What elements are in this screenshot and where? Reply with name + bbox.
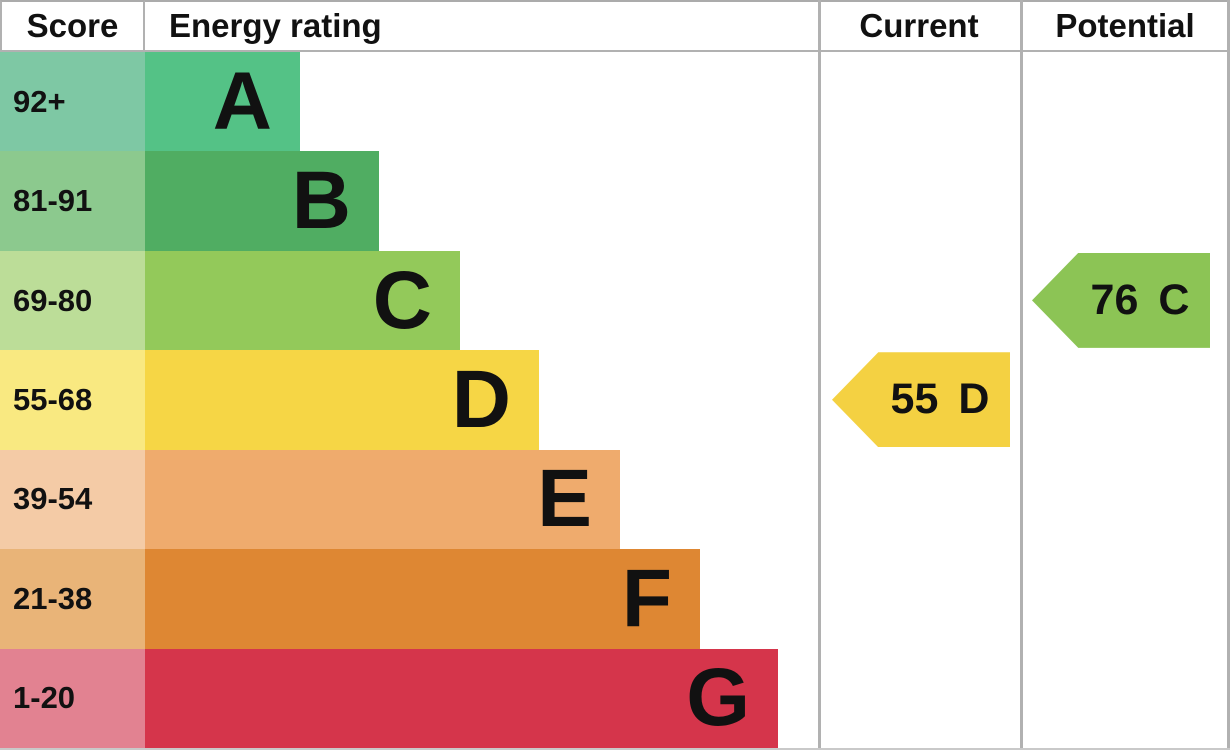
band-row: 39-54 E (0, 449, 818, 550)
band-bar: B (145, 151, 379, 251)
score-column-header: Score (0, 0, 145, 52)
chart-bottom-border (0, 748, 1230, 750)
band-rows: 92+ A 81-91 B 69-80 C 55-68 D 39-54 E 21… (0, 52, 818, 748)
band-row: 21-38 F (0, 549, 818, 649)
band-letter: C (372, 254, 432, 346)
band-letter: A (212, 55, 272, 147)
band-score-range: 1-20 (0, 648, 145, 748)
band-bar: G (145, 648, 778, 748)
current-rating-score: 55 (890, 375, 939, 424)
band-row: 81-91 B (0, 151, 818, 251)
potential-rating-arrow: 76 C (1032, 252, 1210, 348)
band-row: 1-20 G (0, 648, 818, 748)
band-bar: A (145, 52, 300, 152)
band-letter: E (537, 453, 592, 545)
band-bar: F (145, 549, 700, 649)
band-score-range: 55-68 (0, 350, 145, 450)
chart-right-border (1227, 0, 1230, 748)
current-column-header: Current (818, 0, 1020, 52)
band-row: 55-68 D (0, 350, 818, 450)
potential-rating-score: 76 (1090, 275, 1139, 324)
band-letter: G (686, 652, 750, 744)
band-row: 92+ A (0, 52, 818, 152)
current-rating-arrow: 55 D (832, 352, 1010, 448)
divider-energy-current (818, 0, 821, 748)
current-rating-letter: D (958, 375, 990, 424)
band-score-range: 21-38 (0, 549, 145, 649)
potential-column-header: Potential (1020, 0, 1230, 52)
band-letter: D (451, 353, 511, 445)
energy-rating-column-header: Energy rating (145, 0, 818, 52)
band-bar: E (145, 449, 620, 550)
band-score-range: 69-80 (0, 250, 145, 351)
potential-rating-letter: C (1158, 275, 1190, 324)
band-score-range: 92+ (0, 52, 145, 152)
band-letter: F (621, 552, 672, 644)
band-bar: D (145, 350, 539, 450)
band-bar: C (145, 250, 460, 351)
band-row: 69-80 C (0, 250, 818, 351)
band-letter: B (291, 155, 351, 247)
divider-current-potential (1020, 0, 1023, 748)
band-score-range: 39-54 (0, 449, 145, 550)
band-score-range: 81-91 (0, 151, 145, 251)
